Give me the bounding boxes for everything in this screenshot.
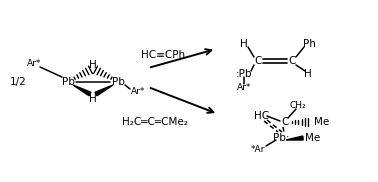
- Text: :Pb: :Pb: [236, 69, 252, 79]
- Text: H: H: [240, 39, 248, 49]
- Text: H: H: [89, 94, 97, 104]
- Text: H₂C═C═CMe₂: H₂C═C═CMe₂: [122, 117, 188, 127]
- Text: H: H: [304, 69, 312, 79]
- Text: C: C: [288, 56, 296, 66]
- Text: Pb:: Pb:: [273, 133, 289, 143]
- Text: HC≡CPh: HC≡CPh: [141, 50, 185, 60]
- Text: Ar*: Ar*: [131, 88, 145, 96]
- Text: Me: Me: [305, 133, 321, 143]
- Text: CH₂: CH₂: [290, 102, 306, 110]
- Text: Me: Me: [314, 117, 330, 127]
- Text: Ph: Ph: [302, 39, 315, 49]
- Polygon shape: [73, 85, 91, 96]
- Polygon shape: [286, 136, 303, 140]
- Polygon shape: [95, 85, 113, 96]
- Text: C: C: [281, 117, 289, 127]
- Text: Ar*: Ar*: [237, 84, 251, 92]
- Text: HC: HC: [254, 111, 270, 121]
- Text: *Ar: *Ar: [251, 145, 265, 153]
- Text: Ar*: Ar*: [27, 60, 41, 68]
- Text: Pb: Pb: [62, 77, 74, 87]
- Text: C: C: [254, 56, 262, 66]
- Text: 1/2: 1/2: [9, 77, 26, 87]
- Text: Pb: Pb: [112, 77, 124, 87]
- Text: H: H: [89, 60, 97, 70]
